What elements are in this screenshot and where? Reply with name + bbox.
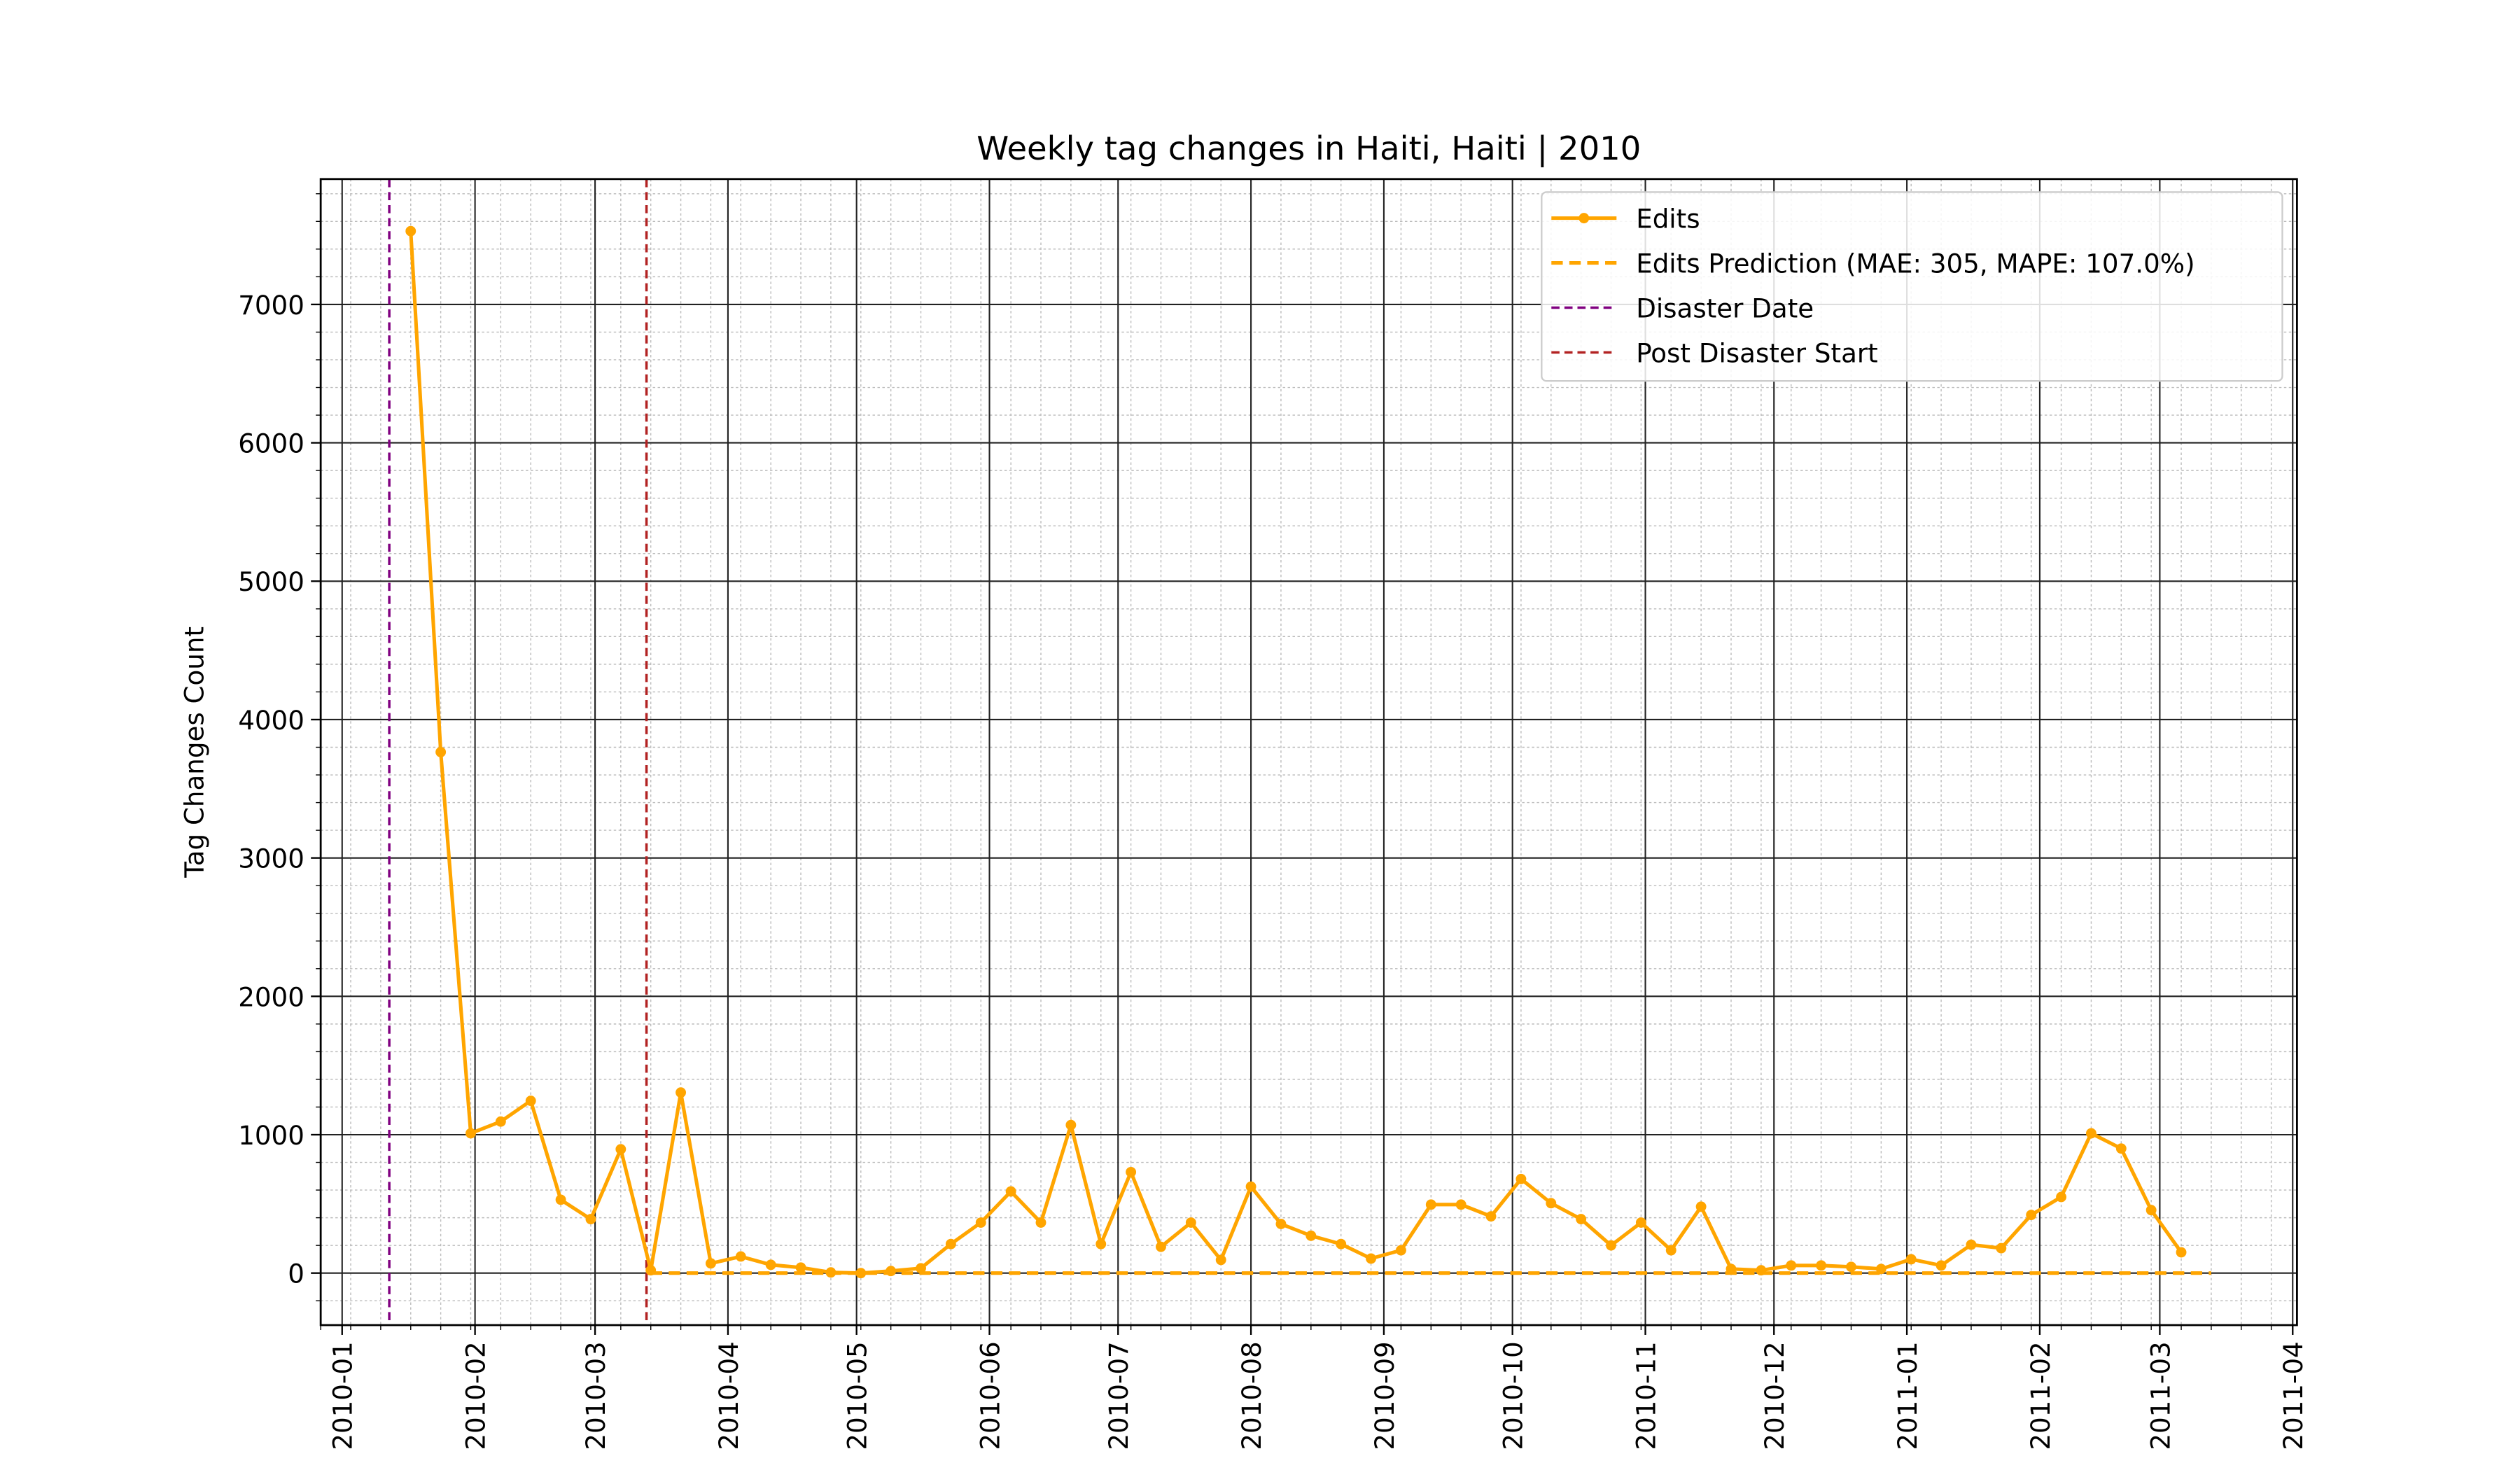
data-point xyxy=(585,1214,596,1225)
data-point xyxy=(1546,1198,1557,1209)
y-tick-label: 5000 xyxy=(238,566,304,597)
data-point xyxy=(1935,1260,1947,1271)
data-point xyxy=(1996,1242,2007,1254)
chart-title: Weekly tag changes in Haiti, Haiti | 201… xyxy=(976,130,1641,168)
x-tick-label: 2010-05 xyxy=(842,1341,873,1450)
data-point xyxy=(1786,1260,1797,1271)
data-point xyxy=(1846,1261,1856,1273)
data-point xyxy=(2026,1210,2037,1221)
x-tick-label: 2011-04 xyxy=(2278,1341,2309,1450)
data-point xyxy=(1455,1199,1466,1210)
data-point xyxy=(735,1251,746,1262)
data-point xyxy=(855,1268,867,1279)
data-point xyxy=(1245,1181,1256,1192)
y-tick-label: 1000 xyxy=(238,1120,304,1151)
x-tick-label: 2010-02 xyxy=(461,1341,491,1450)
x-tick-label: 2010-11 xyxy=(1630,1341,1661,1450)
data-point xyxy=(435,746,447,757)
y-tick-label: 7000 xyxy=(238,290,304,321)
data-point xyxy=(2085,1128,2096,1139)
data-point xyxy=(615,1144,626,1155)
data-point xyxy=(1576,1214,1587,1225)
legend-label: Disaster Date xyxy=(1636,293,1814,323)
data-point xyxy=(1215,1254,1226,1266)
x-tick-label: 2010-01 xyxy=(328,1341,358,1450)
data-point xyxy=(795,1262,806,1273)
x-tick-label: 2010-10 xyxy=(1498,1341,1529,1450)
data-point xyxy=(765,1259,776,1270)
legend-label: Edits Prediction (MAE: 305, MAPE: 107.0%… xyxy=(1636,248,2194,279)
data-point xyxy=(705,1258,716,1269)
data-point xyxy=(1485,1211,1497,1222)
y-tick-label: 0 xyxy=(288,1259,304,1289)
data-point xyxy=(1606,1240,1616,1251)
series-line xyxy=(409,230,2183,1275)
data-point xyxy=(465,1128,476,1139)
data-point xyxy=(945,1238,956,1250)
x-tick-label: 2010-08 xyxy=(1236,1341,1267,1450)
x-tick-label: 2010-04 xyxy=(713,1341,744,1450)
data-point xyxy=(1516,1173,1527,1184)
data-point xyxy=(1665,1245,1676,1256)
data-point xyxy=(1096,1238,1107,1250)
x-tick-label: 2010-07 xyxy=(1103,1341,1134,1450)
data-point xyxy=(1156,1241,1166,1252)
plot-frame xyxy=(319,178,2298,1326)
data-point xyxy=(1306,1230,1317,1241)
x-tick-label: 2010-06 xyxy=(974,1341,1005,1450)
data-point xyxy=(2056,1191,2067,1203)
x-tick-label: 2010-12 xyxy=(1759,1341,1790,1450)
data-point xyxy=(1816,1260,1827,1271)
data-point xyxy=(916,1263,926,1274)
data-point xyxy=(1395,1245,1406,1256)
data-point xyxy=(2146,1205,2157,1216)
x-tick-label: 2011-01 xyxy=(1892,1341,1923,1450)
data-point xyxy=(2176,1247,2187,1258)
legend-label: Post Disaster Start xyxy=(1636,337,1878,368)
legend-box xyxy=(1541,191,2283,382)
y-tick-label: 6000 xyxy=(238,428,304,459)
data-point xyxy=(1425,1199,1436,1210)
data-point xyxy=(1695,1201,1707,1212)
data-point xyxy=(525,1096,536,1107)
x-tick-label: 2010-03 xyxy=(580,1341,611,1450)
data-point xyxy=(975,1217,986,1228)
y-tick-label: 4000 xyxy=(238,705,304,736)
y-tick-label: 2000 xyxy=(238,981,304,1012)
data-point xyxy=(495,1116,506,1127)
legend-label: Edits xyxy=(1636,204,1700,234)
data-point xyxy=(405,225,416,237)
data-point xyxy=(1336,1238,1347,1250)
data-point xyxy=(1035,1217,1046,1228)
data-point xyxy=(676,1087,687,1098)
y-axis-label: Tag Changes Count xyxy=(179,626,210,878)
data-point xyxy=(1185,1217,1196,1228)
data-point xyxy=(1065,1119,1077,1130)
data-point xyxy=(1635,1217,1646,1228)
data-point xyxy=(1366,1253,1377,1264)
data-point xyxy=(555,1194,566,1205)
x-tick-label: 2010-09 xyxy=(1369,1341,1400,1450)
legend-marker xyxy=(1578,213,1590,224)
y-tick-label: 3000 xyxy=(238,844,304,874)
data-point xyxy=(1126,1166,1137,1177)
x-tick-label: 2011-03 xyxy=(2145,1341,2176,1450)
data-point xyxy=(2115,1143,2127,1154)
data-point xyxy=(1005,1186,1016,1197)
data-point xyxy=(1905,1254,1917,1265)
data-point xyxy=(1966,1239,1977,1250)
x-tick-label: 2011-02 xyxy=(2025,1341,2056,1450)
data-point xyxy=(1275,1219,1287,1229)
